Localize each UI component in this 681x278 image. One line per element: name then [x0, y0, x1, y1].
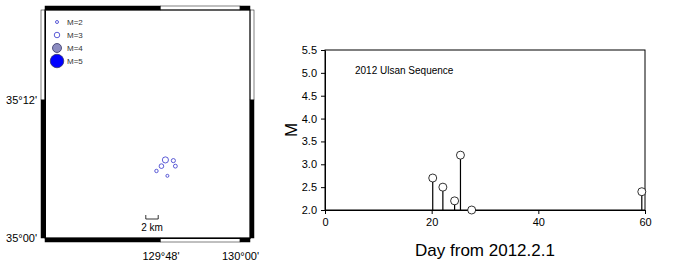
stem-head — [638, 188, 646, 196]
y-tick: 5.0 — [302, 67, 325, 79]
y-tick-mark — [321, 119, 325, 120]
x-axis-line — [326, 210, 646, 211]
map-panel: 129°48' 130°00' 35°00' 35°12' M=2 M=3 M=4 M=5 2 … — [6, 6, 259, 262]
y-tick-label: 35°00' — [6, 232, 37, 244]
scale-bar-label: 2 km — [141, 222, 163, 233]
y-tick-mark — [321, 141, 325, 142]
x-tick-mark — [538, 210, 539, 214]
x-tick: 129°48' — [142, 238, 179, 262]
legend-marker — [50, 54, 64, 68]
plot-frame — [325, 50, 645, 210]
chart-title: 2012 Ulsan Sequence — [355, 65, 454, 76]
x-tick-label: 130°00' — [222, 250, 259, 262]
y-tick-label: 5.0 — [302, 67, 317, 79]
x-tick-mark — [432, 210, 433, 214]
y-tick: 3.0 — [302, 158, 325, 170]
y-axis: 2.0 2.5 3.0 3.5 4.0 4.5 5.0 5.5 — [302, 44, 326, 216]
stem-head — [468, 206, 476, 214]
y-tick: 4.0 — [302, 113, 325, 125]
legend-marker — [56, 21, 59, 24]
y-tick: 2.5 — [302, 181, 325, 193]
x-tick-label: 129°48' — [142, 250, 179, 262]
frame-bar — [250, 100, 254, 238]
stem-panel: 0 20 40 60 2.0 2.5 3.0 3.5 4.0 4.5 5.0 5.5 2012 Ulsa… — [282, 44, 652, 260]
epicenter — [159, 164, 164, 169]
y-tick: 4.5 — [302, 90, 325, 102]
x-axis: 0 20 40 60 — [322, 210, 651, 228]
x-tick-label: 20 — [426, 216, 438, 228]
stems — [429, 151, 646, 214]
epicenter — [162, 157, 168, 163]
stem-head — [439, 183, 447, 191]
x-axis-title: Day from 2012.2.1 — [415, 241, 555, 260]
frame-bar — [45, 6, 160, 10]
frame-bar — [250, 10, 254, 100]
frame-bar — [240, 6, 250, 10]
legend-label: M=3 — [67, 31, 83, 40]
map-frame — [45, 10, 250, 238]
scale-bar-line — [146, 215, 158, 219]
stem-head — [456, 151, 464, 159]
y-tick-mark — [321, 73, 325, 74]
legend-marker — [54, 32, 60, 38]
y-tick-label: 4.0 — [302, 113, 317, 125]
frame-bar — [160, 6, 240, 10]
x-axis-line — [46, 238, 251, 239]
legend-marker — [53, 44, 62, 53]
stem-head — [451, 197, 459, 205]
legend-label: M=4 — [67, 44, 83, 53]
y-tick-label: 35°12' — [6, 94, 37, 106]
y-tick-label: 2.0 — [302, 204, 317, 216]
figure: 129°48' 130°00' 35°00' 35°12' M=2 M=3 M=4 M=5 2 … — [0, 0, 681, 278]
epicenter — [155, 169, 158, 172]
x-tick: 0 — [322, 210, 328, 228]
map-frame-bars — [41, 6, 254, 242]
stem-head — [429, 174, 437, 182]
y-tick-label: 3.5 — [302, 135, 317, 147]
scale-bar: 2 km — [141, 215, 163, 233]
y-tick: 3.5 — [302, 135, 325, 147]
y-tick: 35°00' — [6, 232, 45, 244]
x-tick: 130°00' — [222, 238, 259, 262]
legend-label: M=2 — [67, 18, 83, 27]
x-axis: 129°48' 130°00' — [46, 238, 260, 262]
x-tick: 20 — [426, 210, 438, 228]
y-tick-mark — [321, 164, 325, 165]
y-tick-label: 5.5 — [302, 44, 317, 56]
frame-bar — [41, 100, 45, 238]
y-tick: 35°12' — [6, 94, 45, 106]
epicenter — [173, 164, 177, 168]
y-tick: 2.0 — [302, 204, 325, 216]
x-tick-label: 60 — [639, 216, 651, 228]
y-tick-label: 4.5 — [302, 90, 317, 102]
stem — [432, 178, 433, 210]
epicenters — [155, 157, 178, 177]
y-tick-mark — [321, 187, 325, 188]
y-axis-line — [45, 11, 46, 239]
epicenter — [166, 174, 169, 177]
x-tick-label: 40 — [533, 216, 545, 228]
x-tick-label: 0 — [322, 216, 328, 228]
legend-label: M=5 — [67, 57, 83, 66]
y-tick-mark — [321, 96, 325, 97]
y-axis: 35°00' 35°12' — [6, 11, 45, 245]
frame-bar — [41, 10, 45, 100]
y-tick-mark — [321, 50, 325, 51]
y-tick-mark — [321, 210, 325, 211]
x-tick-mark — [325, 210, 326, 214]
x-tick: 40 — [533, 210, 545, 228]
stem — [460, 155, 461, 210]
legend: M=2 M=3 M=4 M=5 — [50, 18, 83, 68]
y-axis-line — [325, 51, 326, 211]
y-axis-title: M — [282, 123, 301, 137]
x-tick: 60 — [639, 210, 651, 228]
y-tick-label: 3.0 — [302, 158, 317, 170]
x-tick-mark — [645, 210, 646, 214]
y-tick-label: 2.5 — [302, 181, 317, 193]
y-tick: 5.5 — [302, 44, 325, 56]
epicenter — [171, 159, 175, 163]
